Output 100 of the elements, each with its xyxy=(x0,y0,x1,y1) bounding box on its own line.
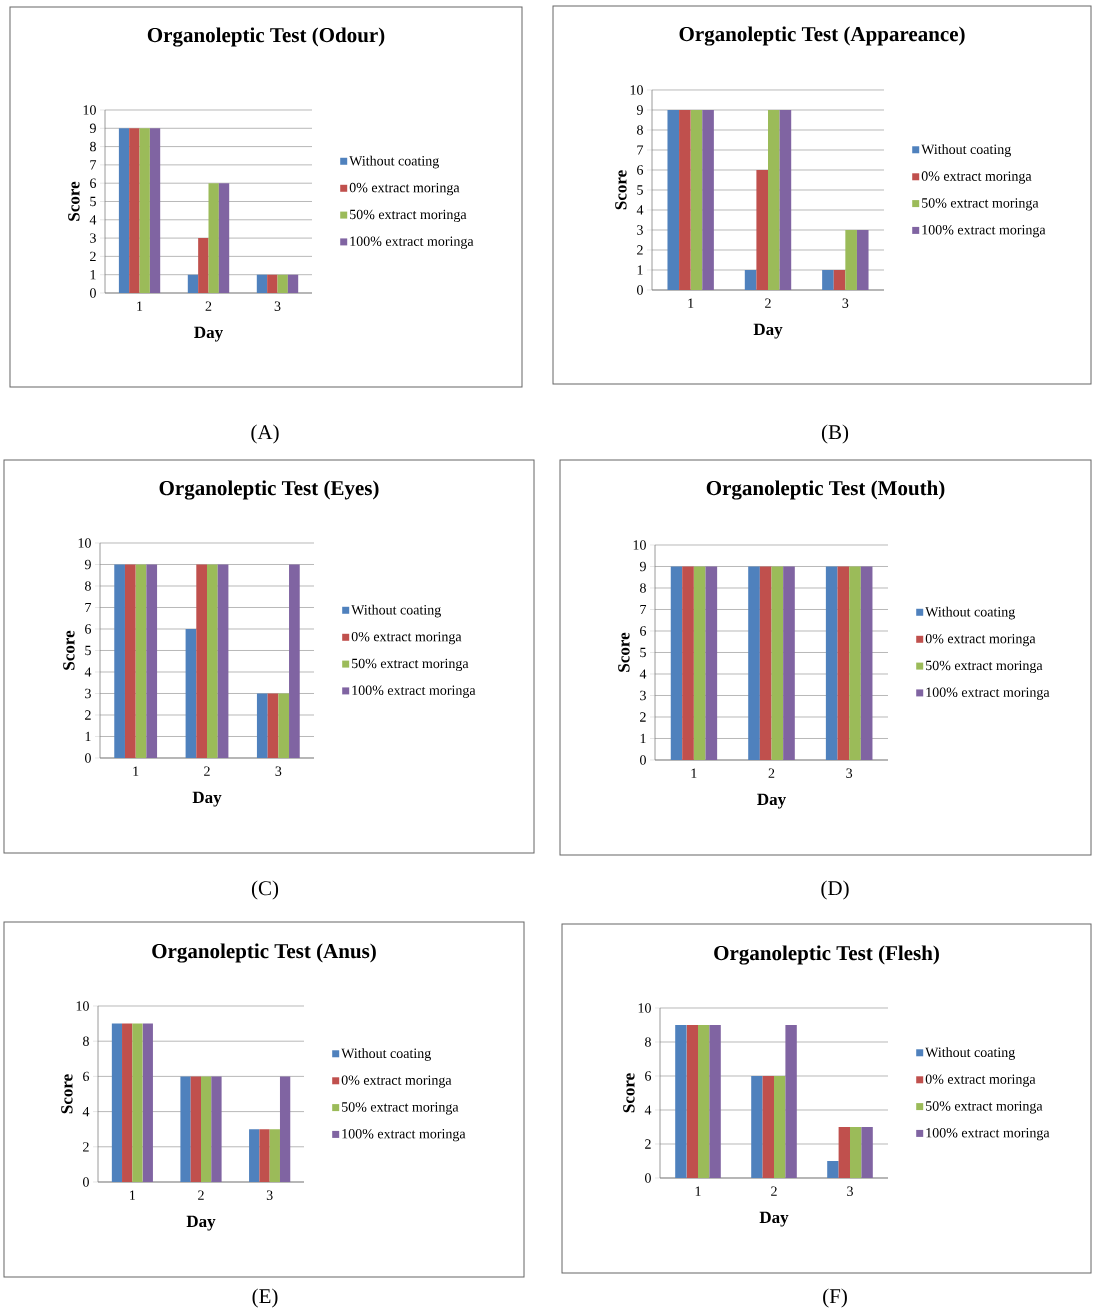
bar xyxy=(198,238,209,293)
y-tick-label: 5 xyxy=(637,185,643,195)
bar xyxy=(675,1024,687,1178)
legend-label: 50% extract moringa xyxy=(342,1102,459,1115)
y-tick-label: 3 xyxy=(640,690,646,701)
y-tick-label: 6 xyxy=(637,165,644,175)
bar xyxy=(211,1076,222,1182)
y-tick-label: 2 xyxy=(85,710,91,720)
x-tick-label: 2 xyxy=(768,768,775,778)
bar xyxy=(702,109,714,290)
bar xyxy=(861,1127,873,1178)
bar xyxy=(218,183,230,293)
legend-label: 0% extract moringa xyxy=(351,631,462,645)
y-tick-label: 4 xyxy=(89,215,97,225)
y-tick-label: 4 xyxy=(82,1106,90,1117)
bar xyxy=(686,1024,698,1178)
x-tick-label: 3 xyxy=(847,1186,853,1196)
legend-label: 0% extract moringa xyxy=(341,1075,452,1088)
x-tick-label: 2 xyxy=(771,1186,777,1196)
y-tick-label: 6 xyxy=(90,178,97,188)
bar xyxy=(185,628,197,758)
legend-label: 50% extract moringa xyxy=(926,660,1043,674)
bar xyxy=(698,1024,710,1178)
bar xyxy=(850,1127,862,1178)
legend-label: 50% extract moringa xyxy=(926,1101,1043,1114)
y-tick-label: 8 xyxy=(83,1036,89,1046)
legend-label: 0% extract moringa xyxy=(925,1074,1036,1087)
y-tick-label: 6 xyxy=(645,1071,652,1081)
y-tick-label: 8 xyxy=(85,581,91,591)
y-tick-label: 8 xyxy=(90,141,96,152)
bar xyxy=(180,1076,191,1182)
bar xyxy=(269,1129,280,1182)
bar xyxy=(267,693,279,758)
y-tick-label: 10 xyxy=(76,1001,89,1011)
y-tick-label: 2 xyxy=(640,712,646,722)
y-tick-label: 4 xyxy=(639,669,647,679)
y-tick-label: 4 xyxy=(636,205,644,215)
x-tick-label: 2 xyxy=(198,1190,204,1200)
y-tick-label: 3 xyxy=(90,233,96,243)
bar xyxy=(679,109,691,290)
y-tick-label: 10 xyxy=(630,85,643,95)
x-tick-label: 2 xyxy=(765,298,771,308)
bar xyxy=(267,274,278,293)
y-axis-title: Score xyxy=(618,632,630,672)
x-tick-label: 1 xyxy=(130,1190,135,1200)
chart-title: Organoleptic Test (Odour) xyxy=(147,27,385,47)
x-tick-label: 1 xyxy=(688,298,694,308)
bar xyxy=(289,564,300,758)
bar xyxy=(709,1024,721,1178)
y-tick-label: 0 xyxy=(640,755,646,765)
y-tick-label: 2 xyxy=(637,245,643,255)
bar xyxy=(278,693,290,758)
y-tick-label: 9 xyxy=(636,105,643,115)
text: (C) xyxy=(251,880,279,900)
bar xyxy=(774,1076,786,1178)
legend-label: Without coating xyxy=(921,144,1011,157)
bar xyxy=(779,109,792,290)
y-tick-label: 10 xyxy=(638,1003,651,1013)
bar xyxy=(845,229,857,290)
legend-label: 100% extract moringa xyxy=(350,236,474,249)
text: (B) xyxy=(821,424,849,444)
y-tick-label: 4 xyxy=(644,1105,652,1115)
text: (E) xyxy=(252,1288,278,1308)
bar xyxy=(122,1023,133,1182)
bar xyxy=(838,1127,850,1178)
y-tick-label: 9 xyxy=(639,561,646,572)
legend-label: Without coating xyxy=(341,1048,431,1061)
y-tick-label: 0 xyxy=(637,285,643,295)
bar xyxy=(132,1023,143,1182)
bar xyxy=(856,229,869,290)
y-tick-label: 7 xyxy=(85,602,92,613)
bar xyxy=(822,269,834,290)
y-tick-label: 8 xyxy=(640,583,646,593)
y-tick-label: 1 xyxy=(637,265,643,275)
y-tick-label: 10 xyxy=(78,538,91,548)
text: (F) xyxy=(823,1288,847,1308)
legend-label: 0% extract moringa xyxy=(925,633,1036,647)
y-tick-label: 4 xyxy=(84,667,92,677)
x-tick-label: 3 xyxy=(274,301,281,311)
legend-label: 0% extract moringa xyxy=(349,182,460,196)
y-tick-label: 7 xyxy=(637,145,644,155)
bar xyxy=(135,564,147,758)
x-tick-label: 1 xyxy=(137,301,143,311)
y-tick-label: 1 xyxy=(90,270,96,280)
bar xyxy=(768,109,780,290)
bar xyxy=(111,1023,123,1182)
y-tick-label: 0 xyxy=(85,753,91,763)
legend-label: Without coating xyxy=(925,606,1015,620)
y-tick-label: 3 xyxy=(85,688,91,699)
bar xyxy=(256,274,268,293)
x-tick-label: 1 xyxy=(691,768,697,778)
bar xyxy=(196,564,207,758)
legend-label: 0% extract moringa xyxy=(921,171,1032,184)
y-tick-label: 1 xyxy=(85,731,91,742)
y-tick-label: 10 xyxy=(633,540,646,550)
x-axis-title: Day xyxy=(757,793,786,809)
y-tick-label: 2 xyxy=(645,1139,651,1149)
x-axis-title: Day xyxy=(194,326,223,342)
bar xyxy=(118,128,130,293)
text: (A) xyxy=(251,424,279,444)
